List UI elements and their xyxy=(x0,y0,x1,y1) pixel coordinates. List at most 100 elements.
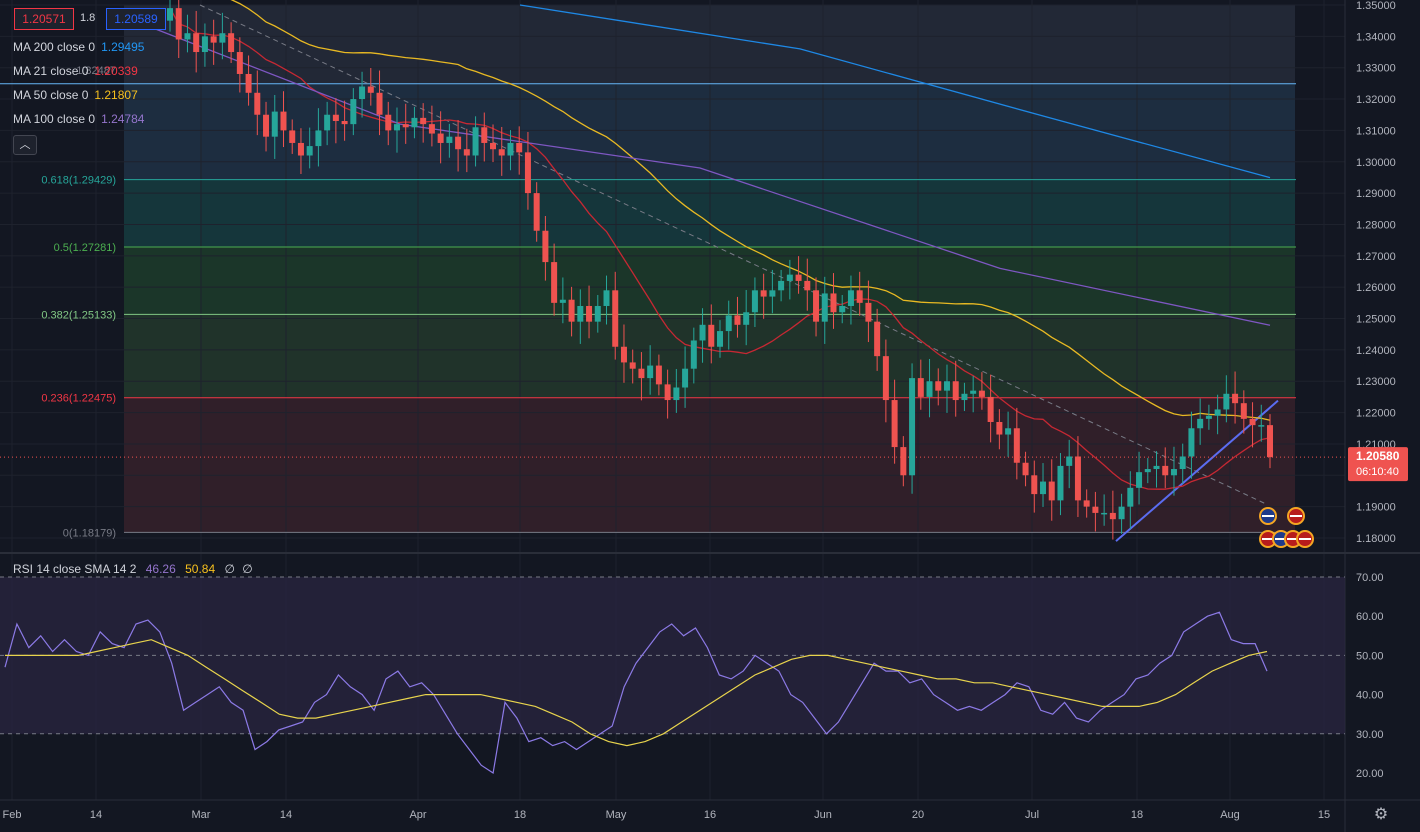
price-tick-label: 1.24000 xyxy=(1356,345,1396,357)
candle xyxy=(289,130,296,143)
time-tick-label: 18 xyxy=(514,809,526,821)
candle xyxy=(813,290,820,322)
buy-price-box[interactable]: 1.20589 xyxy=(106,8,166,30)
candle xyxy=(1223,393,1230,410)
candle xyxy=(629,362,636,369)
candle xyxy=(1197,418,1204,429)
candle xyxy=(865,302,872,322)
fibonacci-levels: 0.618(1.29429) 0.5(1.27281) 0.382(1.25133)… xyxy=(0,65,1296,539)
legend-label: MA 21 close 0 xyxy=(13,64,89,78)
candle xyxy=(952,381,959,401)
candle xyxy=(1136,472,1143,488)
candle xyxy=(1179,456,1186,470)
rsi-value: 46.26 xyxy=(145,562,176,576)
candle xyxy=(184,33,191,40)
candle xyxy=(1240,403,1247,419)
price-tick-label: 1.35000 xyxy=(1356,0,1396,12)
candle xyxy=(778,280,785,291)
candle xyxy=(1013,428,1020,463)
candle xyxy=(1118,506,1125,520)
ma200-line xyxy=(519,4,1271,179)
candle xyxy=(455,136,462,150)
candle xyxy=(978,390,985,397)
time-tick-label: 16 xyxy=(704,809,716,821)
candle xyxy=(664,384,671,401)
fib-level-label: 0.382(1.25133) xyxy=(41,309,116,321)
candle xyxy=(271,111,278,137)
candle xyxy=(1214,409,1221,416)
candle xyxy=(1092,506,1099,513)
current-price-label: 1.20580 xyxy=(1356,449,1400,463)
candle xyxy=(559,299,566,303)
rsi-extra-2: ∅ xyxy=(242,562,253,576)
candle xyxy=(1249,418,1256,426)
candle xyxy=(175,8,182,40)
candle xyxy=(856,290,863,303)
candle xyxy=(524,152,531,194)
rsi-tick-label: 60.00 xyxy=(1356,611,1384,623)
axis-bg xyxy=(1345,0,1420,800)
rsi-line xyxy=(4,611,1268,775)
candle xyxy=(167,8,173,21)
legend-value: 1.21807 xyxy=(94,88,138,102)
time-tick-label: Apr xyxy=(409,809,426,821)
candle xyxy=(717,331,723,347)
candle xyxy=(891,400,898,448)
time-tick-label: Aug xyxy=(1220,809,1240,821)
candle xyxy=(463,149,470,156)
spread-value: 1.8 xyxy=(80,12,96,24)
rsi-pane: 70.00 60.00 50.00 40.00 30.00 20.00 xyxy=(0,552,1420,780)
candle xyxy=(551,262,558,303)
fib-level-label: 0.5(1.27281) xyxy=(54,242,116,254)
candle xyxy=(638,368,645,379)
price-tick-label: 1.33000 xyxy=(1356,63,1396,75)
legend-item[interactable]: MA 21 close 0 1.20339 xyxy=(13,64,138,78)
fib-level-label: 0.618(1.29429) xyxy=(41,175,116,187)
candle xyxy=(594,305,601,322)
candle xyxy=(926,381,933,397)
time-tick-label: Feb xyxy=(3,809,22,821)
candle xyxy=(411,117,418,128)
legend-item[interactable]: MA 50 close 0 1.21807 xyxy=(13,88,138,102)
legend-value: 1.24784 xyxy=(101,112,145,126)
candle xyxy=(324,114,331,131)
candle xyxy=(306,146,313,156)
candle xyxy=(359,86,366,100)
price-tick-label: 1.29000 xyxy=(1356,188,1396,200)
rsi-legend: RSI 14 close SMA 14 2 46.26 50.84 ∅ ∅ xyxy=(13,562,253,576)
candle xyxy=(1258,425,1265,427)
price-tick-label: 1.18000 xyxy=(1356,533,1396,545)
candle xyxy=(961,393,968,401)
candle xyxy=(699,324,706,341)
price-tick-label: 1.31000 xyxy=(1356,125,1396,137)
candle xyxy=(1232,393,1239,404)
legend-value: 1.20339 xyxy=(94,64,138,78)
candle xyxy=(1057,465,1064,501)
candle xyxy=(236,52,243,74)
chevron-up-icon[interactable]: ︿ xyxy=(13,135,37,155)
time-tick-label: 14 xyxy=(280,809,292,821)
candle xyxy=(612,290,619,347)
rsi-sma-value: 50.84 xyxy=(185,562,216,576)
candle xyxy=(830,293,837,313)
gear-icon[interactable]: ⚙ xyxy=(1373,806,1389,823)
candle xyxy=(682,368,689,388)
price-tick-label: 1.22000 xyxy=(1356,408,1396,420)
candle xyxy=(821,293,828,322)
candle xyxy=(804,280,811,291)
rsi-sma-line xyxy=(5,639,1268,747)
candle xyxy=(201,36,208,53)
price-tick-label: 1.27000 xyxy=(1356,251,1396,263)
candle xyxy=(385,114,392,131)
candle xyxy=(996,421,1003,435)
rsi-tick-label: 50.00 xyxy=(1356,650,1384,662)
candle xyxy=(1031,475,1038,495)
candle xyxy=(1083,500,1090,507)
sell-price-box[interactable]: 1.20571 xyxy=(14,8,74,30)
candle xyxy=(254,92,261,115)
legend-item[interactable]: MA 100 close 0 1.24784 xyxy=(13,112,144,126)
candle xyxy=(987,396,994,422)
candle xyxy=(882,356,889,401)
legend-item[interactable]: MA 200 close 0 1.29495 xyxy=(13,40,144,54)
